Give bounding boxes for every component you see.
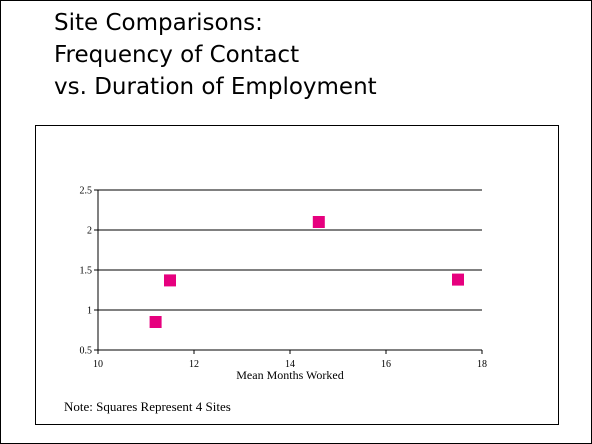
data-point-square-4 [452, 273, 464, 286]
tick-marks [94, 189, 483, 354]
title-line-1: Site Comparisons: [54, 10, 263, 36]
x-tick-label-0: 10 [93, 359, 103, 370]
data-point-square-2 [164, 274, 176, 287]
x-axis-title: Mean Months Worked [236, 368, 343, 382]
data-point-square-1 [149, 316, 162, 328]
scatter-chart: 0.5 1 1.5 2 2.5 10 12 14 16 18 Mean Months Worked [80, 186, 488, 383]
x-tick-label-2: 14 [285, 359, 295, 370]
y-tick-label-2: 1.5 [80, 266, 93, 277]
y-tick-label-3: 2 [87, 226, 92, 237]
y-tick-label-4: 2.5 [80, 186, 93, 197]
gridlines [98, 189, 482, 311]
chart-note: Note: Squares Represent 4 Sites [64, 399, 231, 414]
x-tick-label-3: 16 [381, 359, 391, 370]
data-point-square-3 [312, 216, 325, 228]
x-tick-label-4: 18 [477, 359, 487, 370]
tick-labels: 0.5 1 1.5 2 2.5 10 12 14 16 18 [80, 186, 488, 371]
title-line-2: Frequency of Contact [54, 42, 300, 68]
y-tick-label-1: 1 [87, 306, 92, 317]
x-tick-label-1: 12 [189, 359, 199, 370]
title-line-3: vs. Duration of Employment [54, 74, 377, 100]
slide-title: Site Comparisons: Frequency of Contact v… [54, 7, 377, 103]
data-points [149, 216, 464, 328]
chart-container: 0.5 1 1.5 2 2.5 10 12 14 16 18 Mean Months Worked… [35, 125, 559, 425]
y-tick-label-0: 0.5 [80, 346, 93, 357]
